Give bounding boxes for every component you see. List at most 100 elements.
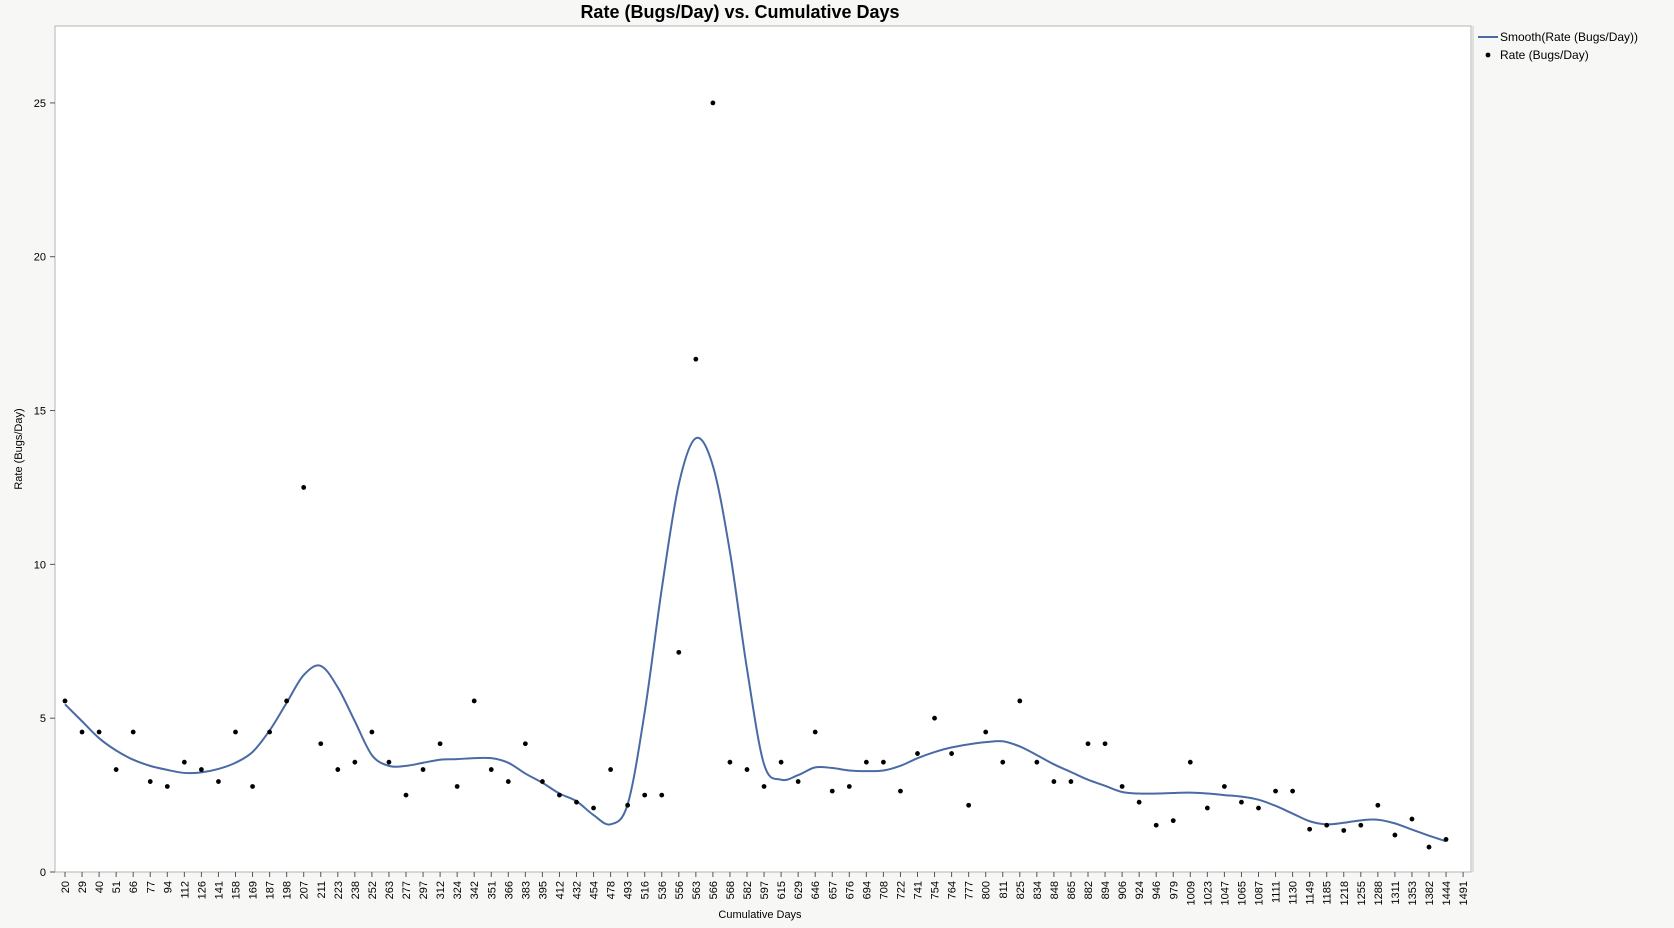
data-point [522, 741, 528, 747]
data-point [608, 767, 613, 772]
data-point [1000, 759, 1006, 765]
data-point [744, 767, 750, 772]
x-tick-label: 1065 [1236, 881, 1248, 905]
data-point [932, 715, 937, 721]
x-tick-label: 478 [606, 881, 618, 899]
x-tick-label: 1218 [1339, 881, 1351, 905]
data-point [267, 729, 272, 735]
x-tick-label: 297 [418, 881, 430, 899]
x-tick-label: 1491 [1458, 881, 1470, 905]
data-point [386, 759, 392, 765]
data-point [863, 759, 869, 765]
data-point [1307, 826, 1313, 832]
data-point [454, 784, 460, 789]
x-tick-label: 657 [827, 881, 839, 899]
x-tick-label: 882 [1083, 881, 1095, 899]
x-tick-label: 1047 [1219, 881, 1231, 905]
x-tick-label: 454 [589, 881, 601, 899]
x-tick-label: 1353 [1407, 881, 1419, 905]
data-point [693, 356, 699, 362]
data-point [1102, 741, 1108, 747]
y-tick-label: 20 [34, 252, 46, 264]
data-point [1187, 759, 1193, 765]
x-tick-label: 777 [964, 881, 976, 899]
x-tick-label: 112 [179, 881, 191, 899]
data-point [557, 792, 562, 798]
x-tick-label: 1288 [1373, 881, 1385, 905]
data-point [250, 784, 255, 789]
x-tick-label: 722 [895, 881, 907, 899]
x-tick-label: 563 [691, 881, 703, 899]
x-tick-label: 187 [265, 881, 277, 899]
data-point [369, 729, 375, 735]
legend-label: Rate (Bugs/Day) [1500, 48, 1589, 62]
data-point [471, 698, 477, 704]
rate-series-points [62, 100, 1449, 850]
x-tick-label: 432 [572, 881, 584, 899]
data-point [130, 729, 136, 735]
x-tick-label: 764 [947, 881, 959, 899]
data-point [1375, 802, 1381, 808]
x-tick-label: 1111 [1271, 881, 1283, 903]
data-point [284, 698, 290, 704]
x-tick-label: 582 [742, 881, 754, 899]
y-tick-label: 0 [40, 867, 46, 879]
data-point [1358, 822, 1364, 828]
data-point [199, 767, 204, 772]
data-point [710, 100, 716, 106]
x-tick-label: 342 [469, 881, 481, 899]
x-tick-label: 924 [1134, 881, 1146, 899]
smooth-series-line [64, 436, 1447, 843]
data-point [1392, 832, 1398, 838]
data-point [659, 792, 665, 798]
data-point [437, 741, 443, 747]
x-tick-label: 51 [111, 881, 123, 893]
y-tick-label: 10 [34, 559, 46, 571]
data-point [625, 802, 631, 808]
x-tick-label: 848 [1049, 881, 1061, 899]
data-point [488, 767, 494, 772]
x-tick-label: 516 [640, 881, 652, 899]
x-tick-label: 906 [1117, 881, 1129, 899]
data-point [778, 759, 784, 765]
x-tick-label: 1149 [1305, 881, 1317, 905]
x-tick-label: 211 [316, 881, 328, 899]
data-point [829, 788, 835, 794]
data-point [1085, 741, 1091, 747]
x-tick-label: 1185 [1322, 881, 1334, 905]
data-point [420, 767, 426, 772]
x-tick-label: 66 [128, 881, 140, 893]
x-tick-label: 556 [674, 881, 686, 899]
x-tick-label: 1444 [1441, 881, 1453, 905]
x-tick-label: 741 [913, 881, 925, 899]
x-axis-label: Cumulative Days [718, 909, 802, 921]
x-tick-label: 800 [981, 881, 993, 899]
x-tick-label: 597 [759, 881, 771, 899]
data-point [181, 759, 187, 765]
data-point [62, 698, 68, 704]
data-point [1256, 805, 1261, 811]
data-point [79, 729, 85, 735]
x-tick-label: 40 [94, 881, 106, 893]
x-tick-label: 20 [60, 881, 72, 893]
x-tick-label: 566 [708, 881, 720, 899]
x-tick-label: 141 [213, 881, 225, 899]
x-tick-label: 366 [503, 881, 515, 899]
data-point [1170, 818, 1176, 824]
data-point [233, 729, 238, 735]
x-tick-label: 263 [384, 881, 396, 899]
data-point [574, 799, 579, 805]
data-point [403, 792, 409, 798]
data-point [1273, 788, 1278, 794]
x-tick-label: 811 [998, 881, 1010, 899]
data-point [949, 751, 954, 756]
x-tick-label: 383 [520, 881, 532, 899]
data-point [540, 779, 545, 784]
data-point [761, 784, 767, 789]
x-tick-label: 568 [725, 881, 737, 899]
data-point [983, 729, 989, 735]
x-tick-label: 676 [844, 881, 856, 899]
data-point [591, 805, 596, 811]
data-point [812, 729, 818, 735]
x-tick-label: 615 [776, 881, 788, 899]
